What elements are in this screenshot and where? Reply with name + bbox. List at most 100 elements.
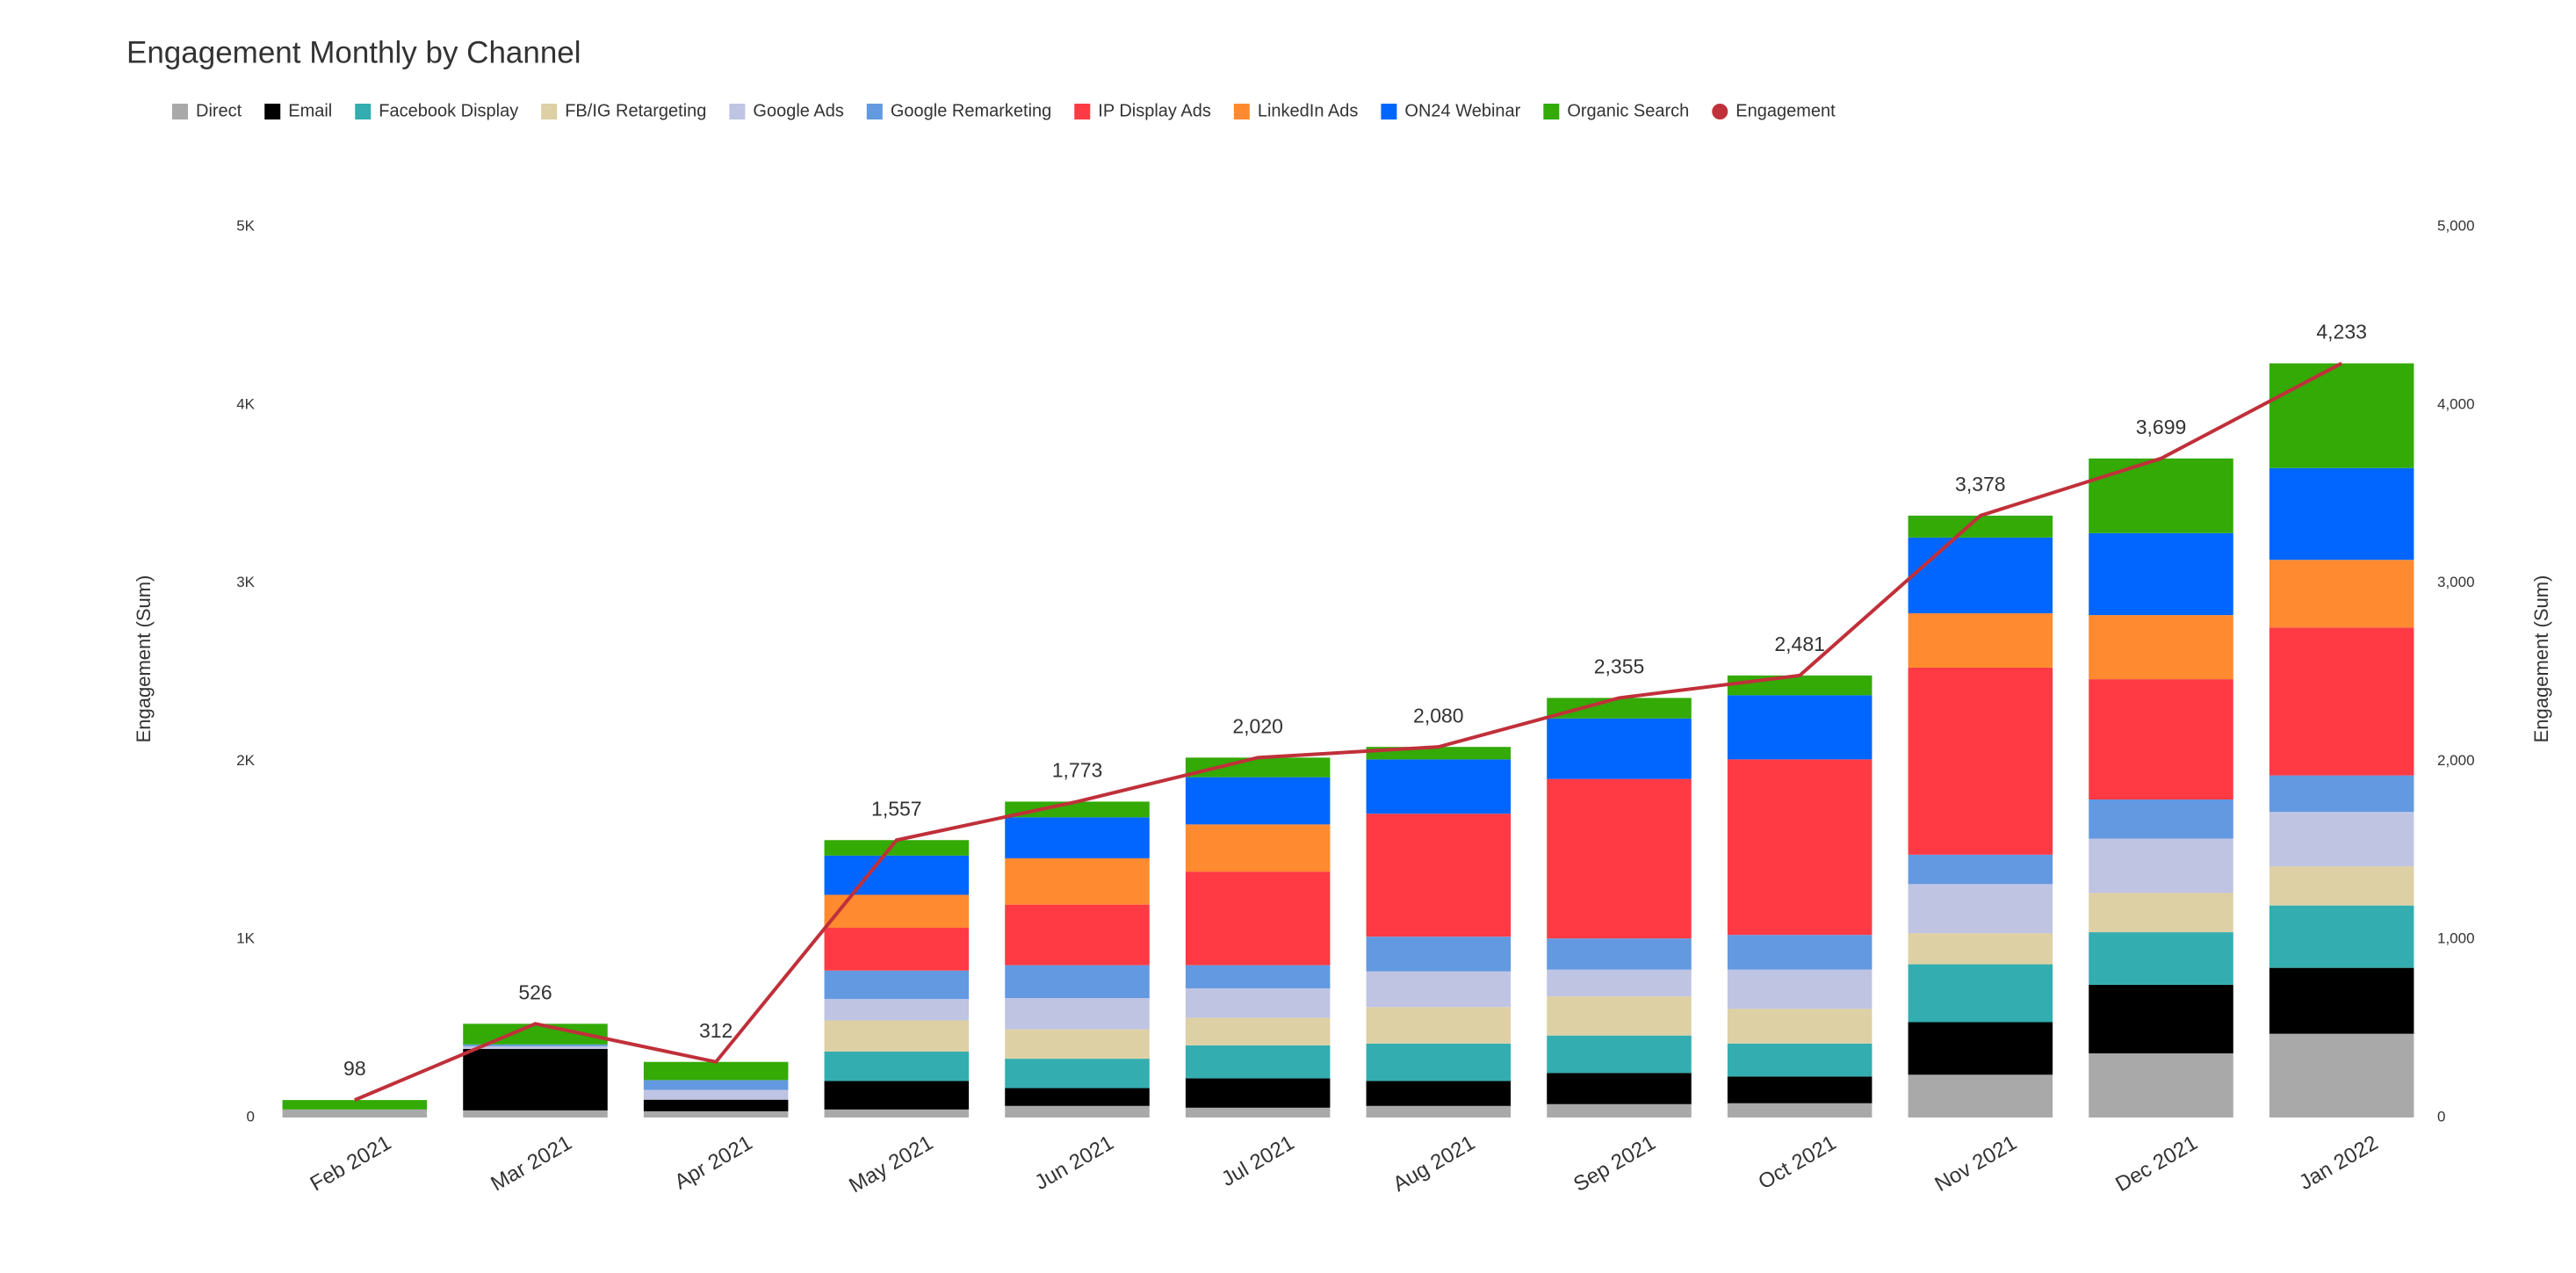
legend-label: Google Ads: [753, 101, 843, 120]
bar-segment: [2269, 560, 2414, 628]
bar-segment: [824, 1081, 970, 1110]
bar-segment: [824, 970, 970, 1000]
bar-segment: [1185, 1017, 1331, 1045]
bar-segment: [1185, 1078, 1331, 1108]
bar-segment: [1727, 969, 1872, 1009]
bar-segment: [1908, 854, 2053, 885]
bar-segment: [824, 1109, 970, 1117]
bar-segment: [1908, 1022, 2053, 1075]
bar-segment: [2269, 467, 2414, 561]
data-label: 526: [518, 980, 552, 1003]
data-label: 4,233: [2316, 321, 2367, 344]
y2-tick-label: 4,000: [2437, 395, 2475, 412]
bar-segment: [1185, 965, 1331, 988]
y2-tick-label: 1,000: [2437, 930, 2475, 947]
x-tick-label: Sep 2021: [1569, 1131, 1659, 1197]
bar-segment: [1185, 1107, 1331, 1117]
bar-segment: [824, 928, 970, 971]
bar-segment: [1908, 515, 2053, 538]
data-label: 2,080: [1413, 704, 1464, 727]
legend-label: Google Remarketing: [891, 101, 1051, 120]
data-label: 98: [343, 1057, 366, 1080]
x-tick-label: Aug 2021: [1389, 1131, 1479, 1197]
bar-segment: [1185, 872, 1331, 966]
bar-segment: [2269, 627, 2414, 776]
bar-segment: [1005, 817, 1150, 858]
bar-segment: [1366, 1043, 1512, 1081]
bar-segment: [1366, 1007, 1512, 1044]
legend-marker: [172, 104, 188, 119]
bar-segment: [1547, 1035, 1692, 1074]
bar-segment: [2269, 905, 2414, 968]
bar-segment: [1366, 1105, 1512, 1117]
bar-segment: [1005, 965, 1150, 999]
bar-segment: [1185, 987, 1331, 1018]
bar-segment: [1366, 971, 1512, 1008]
bar-segment: [1547, 938, 1692, 970]
x-tick-label: Dec 2021: [2111, 1131, 2201, 1197]
bar-segment: [2269, 363, 2414, 468]
bar-segment: [1908, 613, 2053, 668]
legend-label: LinkedIn Ads: [1258, 101, 1359, 120]
bar-segment: [1005, 1088, 1150, 1106]
bar-segment: [824, 999, 970, 1021]
data-label: 3,699: [2136, 416, 2187, 438]
bar-segment: [643, 1089, 789, 1100]
bar-segment: [1185, 777, 1331, 825]
legend-marker: [1074, 104, 1091, 119]
legend-label: FB/IG Retargeting: [565, 101, 706, 120]
bar-segment: [1005, 1059, 1150, 1089]
legend-label: IP Display Ads: [1098, 101, 1211, 120]
bar-segment: [643, 1110, 789, 1117]
legend-marker: [541, 104, 558, 119]
data-label: 2,020: [1232, 714, 1283, 737]
x-tick-label: Jan 2022: [2295, 1131, 2382, 1195]
bar-segment: [1005, 998, 1150, 1030]
bar-segment: [1908, 1074, 2053, 1117]
legend-marker: [866, 104, 883, 119]
bar-segment: [1005, 857, 1150, 905]
bar-segment: [282, 1109, 428, 1117]
legend-label: Email: [288, 101, 332, 120]
bar-segment: [1727, 1043, 1872, 1077]
data-label: 2,355: [1594, 655, 1645, 677]
bar-segment: [1727, 695, 1872, 760]
bar-segment: [824, 1051, 970, 1081]
y-tick-label: 5K: [236, 217, 255, 234]
bar-segment: [1005, 801, 1150, 818]
bar-segment: [643, 1099, 789, 1111]
y-tick-label: 2K: [236, 752, 255, 769]
bar-segment: [643, 1080, 789, 1090]
bar-segment: [1547, 698, 1692, 719]
data-label: 312: [699, 1019, 732, 1042]
bar-segment: [824, 1020, 970, 1052]
y-tick-label: 4K: [236, 395, 255, 412]
y2-tick-label: 5,000: [2437, 217, 2475, 234]
bar-segment: [1727, 675, 1872, 696]
data-label: 1,557: [871, 797, 922, 820]
x-tick-label: Jun 2021: [1031, 1131, 1118, 1195]
y2-tick-label: 2,000: [2437, 752, 2475, 769]
legend-label: Facebook Display: [379, 101, 518, 120]
y2-tick-label: 3,000: [2437, 574, 2475, 590]
bar-segment: [1547, 718, 1692, 779]
y-tick-label: 1K: [236, 930, 255, 947]
bar-segment: [2269, 1033, 2414, 1117]
bar-segment: [1908, 884, 2053, 934]
bar-segment: [1727, 759, 1872, 936]
legend-marker: [1233, 104, 1250, 119]
bar-segment: [1908, 964, 2053, 1023]
x-tick-label: Mar 2021: [487, 1131, 575, 1196]
line: [354, 361, 2343, 1102]
data-label: 2,481: [1774, 633, 1825, 655]
legend-marker: [1712, 104, 1728, 119]
bar-segment: [2089, 984, 2233, 1053]
chart-title: Engagement Monthly by Channel: [126, 35, 581, 69]
legend-label: Direct: [196, 101, 242, 120]
bar-segment: [2269, 775, 2414, 813]
legend-marker: [729, 104, 746, 119]
bar-segment: [463, 1044, 608, 1046]
legend-marker: [355, 104, 372, 119]
data-label: 1,773: [1052, 759, 1103, 782]
bar-segment: [1727, 1076, 1872, 1103]
